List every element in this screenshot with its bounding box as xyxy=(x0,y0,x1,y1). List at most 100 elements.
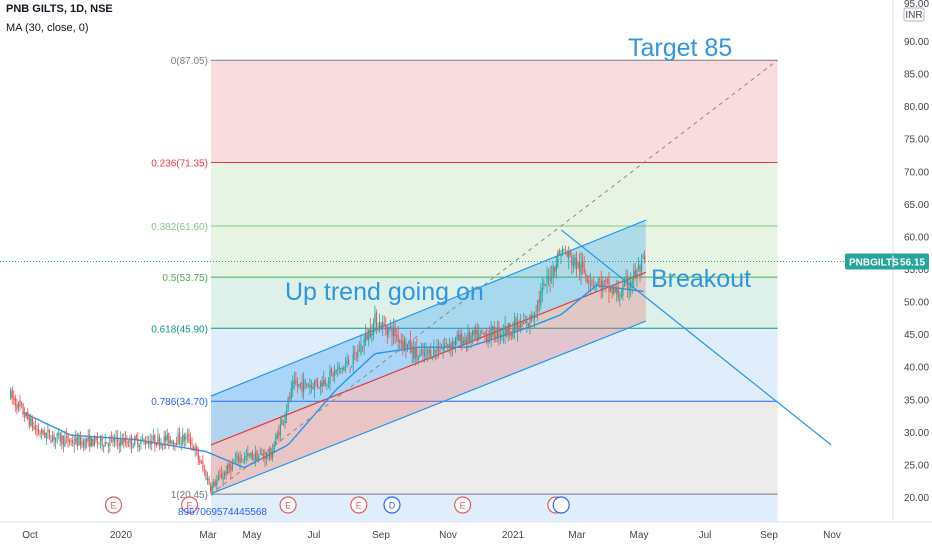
candle-body xyxy=(563,249,565,251)
candle-body xyxy=(566,251,568,257)
candle-body xyxy=(523,322,525,325)
candle-body xyxy=(31,418,33,428)
candle-body xyxy=(492,326,494,330)
candle-body xyxy=(611,285,613,294)
candle-body xyxy=(157,436,159,444)
candle-body xyxy=(39,433,41,435)
candle-body xyxy=(180,442,182,445)
candle-body xyxy=(541,287,543,294)
candle-body xyxy=(165,435,167,442)
candle-body xyxy=(138,445,140,447)
candle-body xyxy=(490,327,492,339)
candle-body xyxy=(592,284,595,285)
candle-body xyxy=(200,462,202,463)
earnings-marker-3 xyxy=(350,496,368,514)
candle-body xyxy=(279,423,281,435)
candle-body xyxy=(175,442,178,445)
candle-body xyxy=(498,325,500,338)
candle-body xyxy=(81,441,83,446)
x-tick-label-7: 2021 xyxy=(502,530,525,541)
fib-label-1: 0.236(71.35) xyxy=(151,158,208,169)
y-tick-label-5: 45.00 xyxy=(904,330,929,341)
candle-body xyxy=(416,346,418,358)
candle-body xyxy=(267,454,269,457)
candle-body xyxy=(126,440,128,445)
x-tick-label-10: Jul xyxy=(699,530,712,541)
candle-body xyxy=(439,350,441,352)
candle-body xyxy=(473,329,475,336)
candle-body xyxy=(79,436,82,446)
candle-body xyxy=(425,349,427,351)
candle-body xyxy=(475,329,477,334)
candle-body xyxy=(431,356,433,359)
candle-body xyxy=(436,348,438,350)
candle-body xyxy=(299,382,302,385)
price-axis: 20.00 25.00 30.00 35.00 40.00 45.00 50.00 55.00… xyxy=(0,0,930,522)
candle-body xyxy=(17,402,20,408)
candle-body xyxy=(27,411,29,419)
candle-body xyxy=(172,441,175,445)
candle-body xyxy=(14,398,16,406)
candle-body xyxy=(208,478,210,485)
candle-body xyxy=(70,440,72,442)
candle-body xyxy=(225,471,227,475)
candle-body xyxy=(352,353,354,365)
candle-body xyxy=(265,452,268,459)
chart-symbol-header: PNB GILTS, 1D, NSE xyxy=(6,3,113,15)
candle-body xyxy=(417,356,419,360)
x-tick-label-12: Nov xyxy=(823,530,841,541)
candle-body xyxy=(251,452,254,460)
y-tick-label-13: 85.00 xyxy=(904,70,929,81)
fib-zone-bottom xyxy=(210,494,778,522)
candle-body xyxy=(194,447,196,451)
candle-body xyxy=(481,329,483,334)
y-tick-label-6: 50.00 xyxy=(904,298,929,309)
candle-body xyxy=(340,368,342,369)
candle-body xyxy=(118,442,120,447)
candle-body xyxy=(144,440,147,445)
candle-body xyxy=(613,288,615,295)
candle-body xyxy=(254,452,257,461)
candle-body xyxy=(149,440,151,446)
candle-body xyxy=(234,459,237,461)
candle-body xyxy=(250,452,252,458)
candle-body xyxy=(264,455,266,460)
candle-body xyxy=(569,250,571,255)
candle-body xyxy=(148,441,150,444)
candle-body xyxy=(98,442,100,444)
candle-body xyxy=(290,388,292,399)
candle-body xyxy=(369,327,371,337)
candle-body xyxy=(502,333,505,335)
candle-body xyxy=(535,311,537,313)
candle-body xyxy=(16,404,18,410)
candle-body xyxy=(434,350,436,352)
candle-body xyxy=(247,453,249,456)
candle-body xyxy=(25,412,27,417)
candle-body xyxy=(507,323,509,333)
candle-body xyxy=(551,276,553,279)
currency-label: INR xyxy=(905,10,922,21)
candle-body xyxy=(614,288,616,293)
candle-body xyxy=(192,446,195,451)
candle-body xyxy=(11,389,13,398)
candle-body xyxy=(289,397,291,399)
candle-body xyxy=(409,340,412,353)
candle-body xyxy=(51,436,54,441)
y-tick-label-top: 95.00 xyxy=(904,0,929,10)
candle-body xyxy=(310,384,312,388)
time-axis-bg xyxy=(0,522,932,550)
candle-body xyxy=(476,328,478,342)
currency-box xyxy=(903,7,925,22)
candle-body xyxy=(231,462,233,470)
candle-body xyxy=(50,439,52,442)
candle-body xyxy=(53,434,55,440)
dividend-marker-1 xyxy=(552,496,570,514)
candle-body xyxy=(506,327,508,334)
candle-body xyxy=(73,443,75,445)
target-annotation: Target 85 xyxy=(628,34,732,62)
target-dashed-line xyxy=(210,59,778,495)
candle-body xyxy=(377,328,379,330)
candle-body xyxy=(227,464,229,475)
candle-body xyxy=(549,277,551,281)
